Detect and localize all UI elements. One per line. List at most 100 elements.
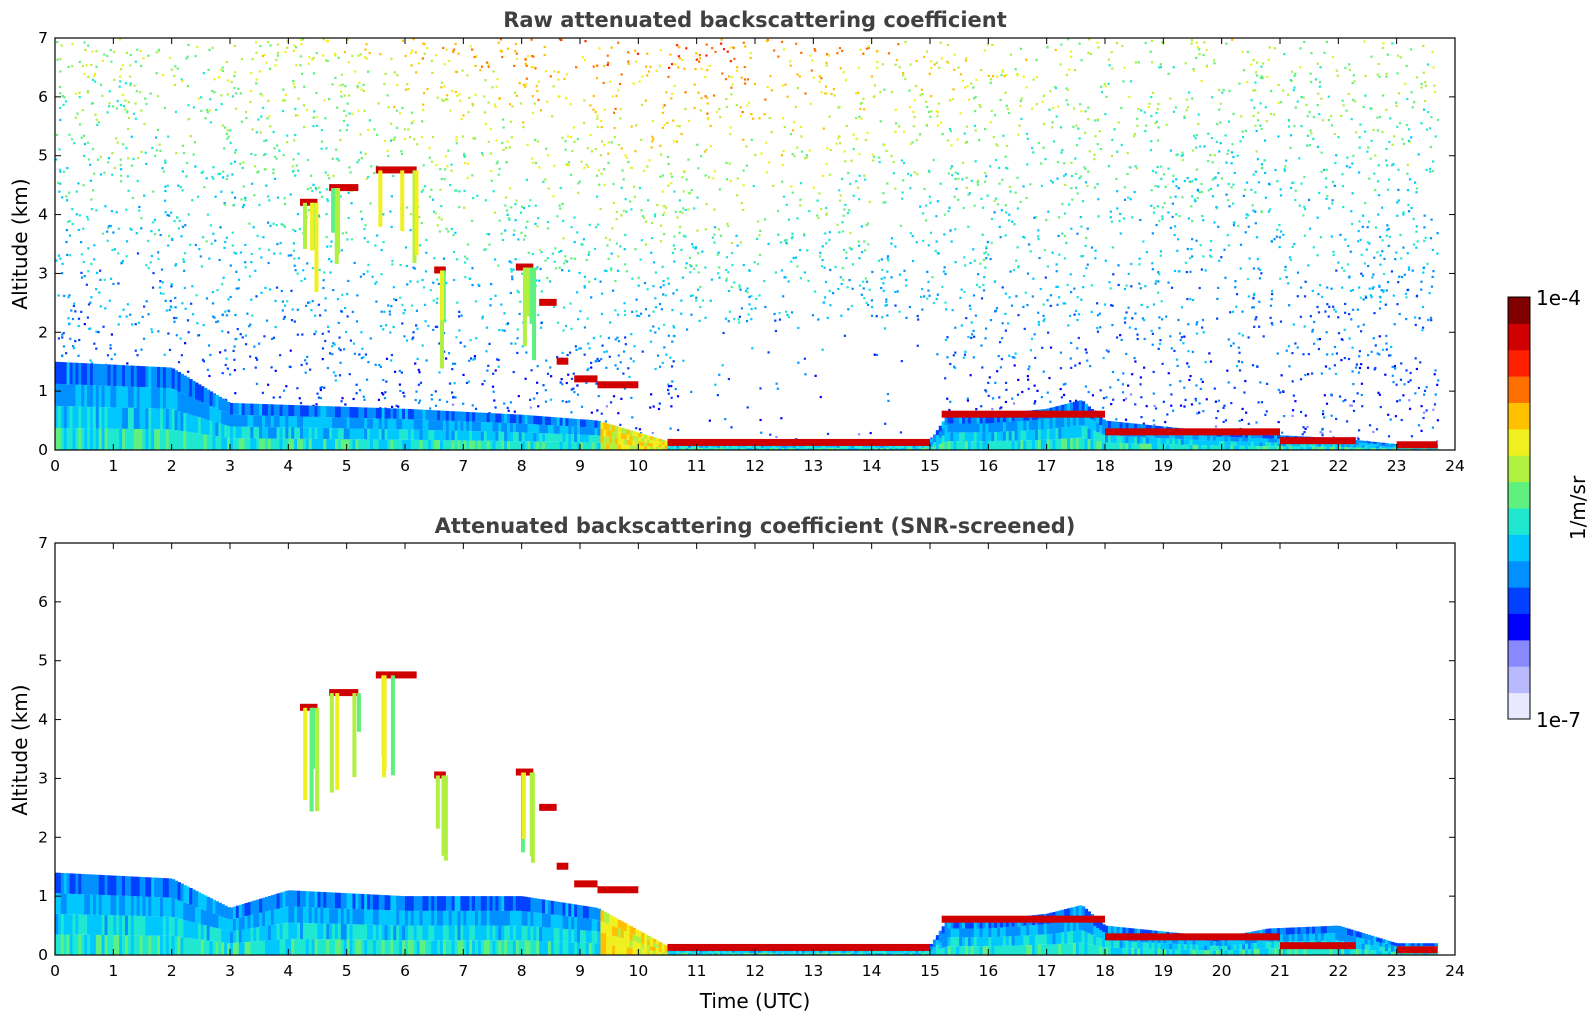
noise-point [851, 287, 854, 290]
noise-point [1177, 187, 1180, 190]
noise-point [1049, 179, 1053, 182]
noise-point [1420, 280, 1423, 283]
noise-point [294, 114, 298, 117]
noise-point [769, 75, 772, 78]
noise-point [138, 209, 141, 212]
noise-point [954, 261, 957, 264]
noise-point [239, 333, 242, 336]
noise-point [838, 135, 841, 138]
noise-point [1436, 419, 1439, 422]
noise-point [1377, 213, 1380, 216]
noise-point [1366, 241, 1369, 244]
noise-point [1351, 192, 1354, 195]
noise-point [542, 180, 545, 183]
noise-point [570, 388, 573, 391]
noise-point [977, 179, 980, 182]
noise-point [1291, 351, 1294, 355]
noise-point [536, 89, 539, 93]
noise-point [61, 262, 64, 265]
noise-point [1151, 232, 1154, 235]
noise-point [537, 313, 540, 317]
noise-point [1138, 257, 1141, 260]
noise-point [718, 188, 721, 191]
noise-point [244, 196, 247, 199]
noise-point [673, 140, 676, 143]
noise-point [905, 284, 908, 287]
noise-point [558, 204, 561, 207]
noise-point [1104, 259, 1107, 262]
noise-point [644, 99, 648, 102]
noise-point [1076, 318, 1079, 322]
noise-point [403, 309, 407, 312]
noise-point [1357, 325, 1360, 328]
noise-point [1011, 220, 1014, 223]
noise-point [1423, 239, 1426, 242]
noise-point [1086, 185, 1089, 188]
noise-point [1416, 187, 1419, 190]
noise-point [1292, 409, 1295, 412]
noise-point [1105, 349, 1108, 352]
noise-point [1285, 276, 1288, 279]
noise-point [1413, 181, 1417, 184]
noise-point [1060, 43, 1063, 46]
noise-point [733, 317, 736, 321]
noise-point [326, 245, 329, 248]
noise-point [747, 101, 751, 104]
noise-point [407, 128, 410, 131]
noise-point [138, 205, 141, 209]
noise-point [1029, 250, 1032, 253]
noise-point [460, 117, 463, 121]
noise-point [205, 240, 208, 243]
noise-point [896, 290, 899, 293]
aerosol-cell [92, 363, 97, 386]
noise-point [300, 43, 303, 46]
noise-point [957, 66, 960, 69]
noise-point [1427, 111, 1430, 114]
noise-point [1213, 221, 1216, 224]
noise-point [1423, 108, 1426, 111]
noise-point [290, 289, 293, 292]
noise-point [1225, 193, 1228, 196]
noise-point [178, 219, 181, 223]
noise-point [730, 75, 733, 79]
noise-point [296, 212, 300, 216]
noise-point [292, 49, 296, 52]
noise-point [129, 53, 132, 57]
noise-point [711, 46, 714, 50]
noise-point [619, 423, 622, 426]
noise-point [74, 92, 78, 95]
noise-point [429, 289, 432, 292]
noise-point [1013, 356, 1016, 359]
noise-point [1364, 296, 1368, 299]
noise-point [544, 69, 547, 73]
noise-point [727, 320, 730, 323]
noise-point [635, 310, 638, 313]
noise-point [223, 203, 226, 206]
noise-point [842, 71, 845, 74]
noise-point [860, 101, 863, 105]
noise-point [1098, 312, 1101, 315]
noise-point [654, 271, 657, 274]
noise-point [639, 258, 642, 261]
noise-point [484, 122, 487, 125]
noise-point [65, 228, 68, 232]
noise-point [219, 68, 223, 72]
noise-point [676, 44, 679, 47]
noise-point [817, 217, 820, 220]
noise-point [373, 128, 376, 131]
noise-point [320, 140, 324, 143]
noise-point [386, 149, 389, 152]
noise-point [1077, 127, 1080, 130]
noise-point [1195, 168, 1198, 171]
noise-point [821, 348, 824, 351]
noise-point [1215, 205, 1218, 209]
noise-point [1192, 68, 1195, 71]
noise-point [334, 52, 337, 55]
noise-point [1306, 373, 1310, 376]
noise-point [1344, 238, 1347, 241]
noise-point [587, 253, 590, 256]
noise-point [157, 229, 161, 232]
noise-point [1331, 353, 1334, 356]
noise-point [1391, 374, 1394, 377]
noise-point [1238, 351, 1241, 354]
